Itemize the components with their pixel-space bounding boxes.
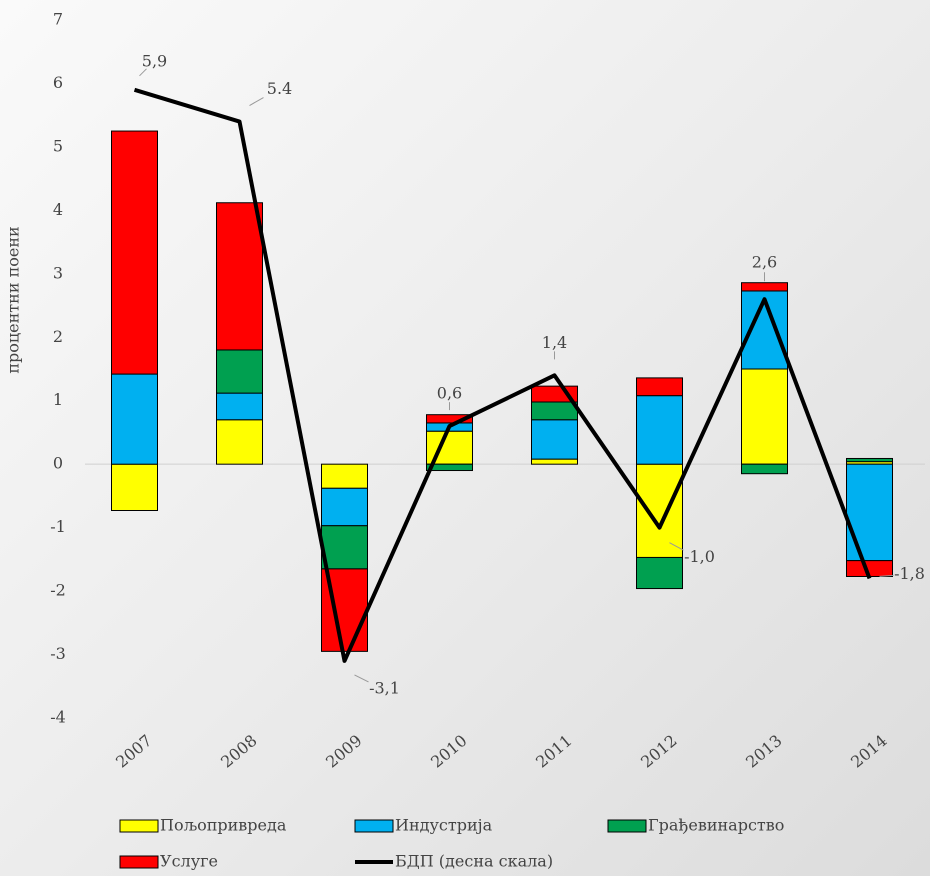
y-tick-label: 5 xyxy=(53,136,63,155)
legend-label: БДП (десна скала) xyxy=(395,852,553,871)
y-tick-label: 1 xyxy=(53,390,63,409)
x-tick-label: 2007 xyxy=(112,731,155,772)
y-tick-label: -1 xyxy=(50,517,66,536)
y-axis-label: процентни поени xyxy=(4,226,23,373)
y-tick-label: 0 xyxy=(53,454,63,473)
y-tick-label: -3 xyxy=(50,644,66,663)
bar-segment xyxy=(216,419,263,465)
bar-segment xyxy=(321,525,368,570)
data-label: 5.4 xyxy=(267,79,292,98)
bar-segment xyxy=(636,463,683,558)
bar-segment xyxy=(321,463,368,489)
bar-segment xyxy=(111,463,158,512)
bar-segment xyxy=(531,419,578,460)
y-tick-label: 6 xyxy=(53,73,63,92)
bar-segment xyxy=(636,377,683,397)
bar-segment xyxy=(531,401,578,421)
bar-segment xyxy=(111,130,158,375)
y-tick-label: 7 xyxy=(53,10,63,29)
y-tick-label: -2 xyxy=(50,581,66,600)
data-label: 5,9 xyxy=(142,51,167,70)
bar-segment xyxy=(636,556,683,590)
bar-segment xyxy=(216,349,263,394)
bar-segment xyxy=(846,457,893,463)
bar-segment xyxy=(846,463,893,562)
bar-segment xyxy=(636,395,683,465)
x-tick-label: 2009 xyxy=(322,731,365,772)
legend-swatch xyxy=(119,819,159,833)
y-tick-label: 2 xyxy=(53,327,63,346)
x-tick-label: 2008 xyxy=(217,731,260,772)
bar-segment xyxy=(426,414,473,424)
data-label: -1,0 xyxy=(684,547,715,566)
legend-label: Индустрија xyxy=(395,816,493,835)
legend-label: Пољопривреда xyxy=(160,816,287,835)
bar-segment xyxy=(216,392,263,421)
legend-swatch xyxy=(354,819,394,833)
data-label: 1,4 xyxy=(542,333,567,352)
bar-segment xyxy=(741,463,788,475)
bar-segment xyxy=(321,487,368,527)
bar-segment xyxy=(531,458,578,465)
label-leader xyxy=(669,542,684,551)
y-tick-label: -4 xyxy=(50,708,66,727)
legend-swatch xyxy=(607,819,647,833)
legend-swatch xyxy=(119,855,159,869)
data-label: 2,6 xyxy=(752,253,777,272)
bar-segment xyxy=(741,368,788,465)
legend-label: Услуге xyxy=(160,852,218,871)
x-tick-label: 2010 xyxy=(427,731,470,772)
legend-label: Грађевинарство xyxy=(648,816,784,835)
x-tick-label: 2012 xyxy=(637,731,680,772)
bar-segment xyxy=(741,282,788,292)
y-tick-label: 3 xyxy=(53,263,63,282)
bar-segment xyxy=(216,202,263,351)
label-leader xyxy=(139,68,147,77)
label-leader xyxy=(879,574,894,577)
label-leader xyxy=(249,97,264,106)
bar-segment xyxy=(426,463,473,472)
data-label: -1,8 xyxy=(894,564,925,583)
gdp-line xyxy=(133,87,872,663)
label-leader xyxy=(354,674,369,683)
x-tick-label: 2014 xyxy=(847,731,890,772)
bar-segment xyxy=(111,373,158,465)
x-tick-label: 2013 xyxy=(742,731,785,772)
data-label: -3,1 xyxy=(369,678,400,697)
data-label: 0,6 xyxy=(437,384,462,403)
y-tick-label: 4 xyxy=(53,200,63,219)
x-tick-label: 2011 xyxy=(532,731,575,772)
